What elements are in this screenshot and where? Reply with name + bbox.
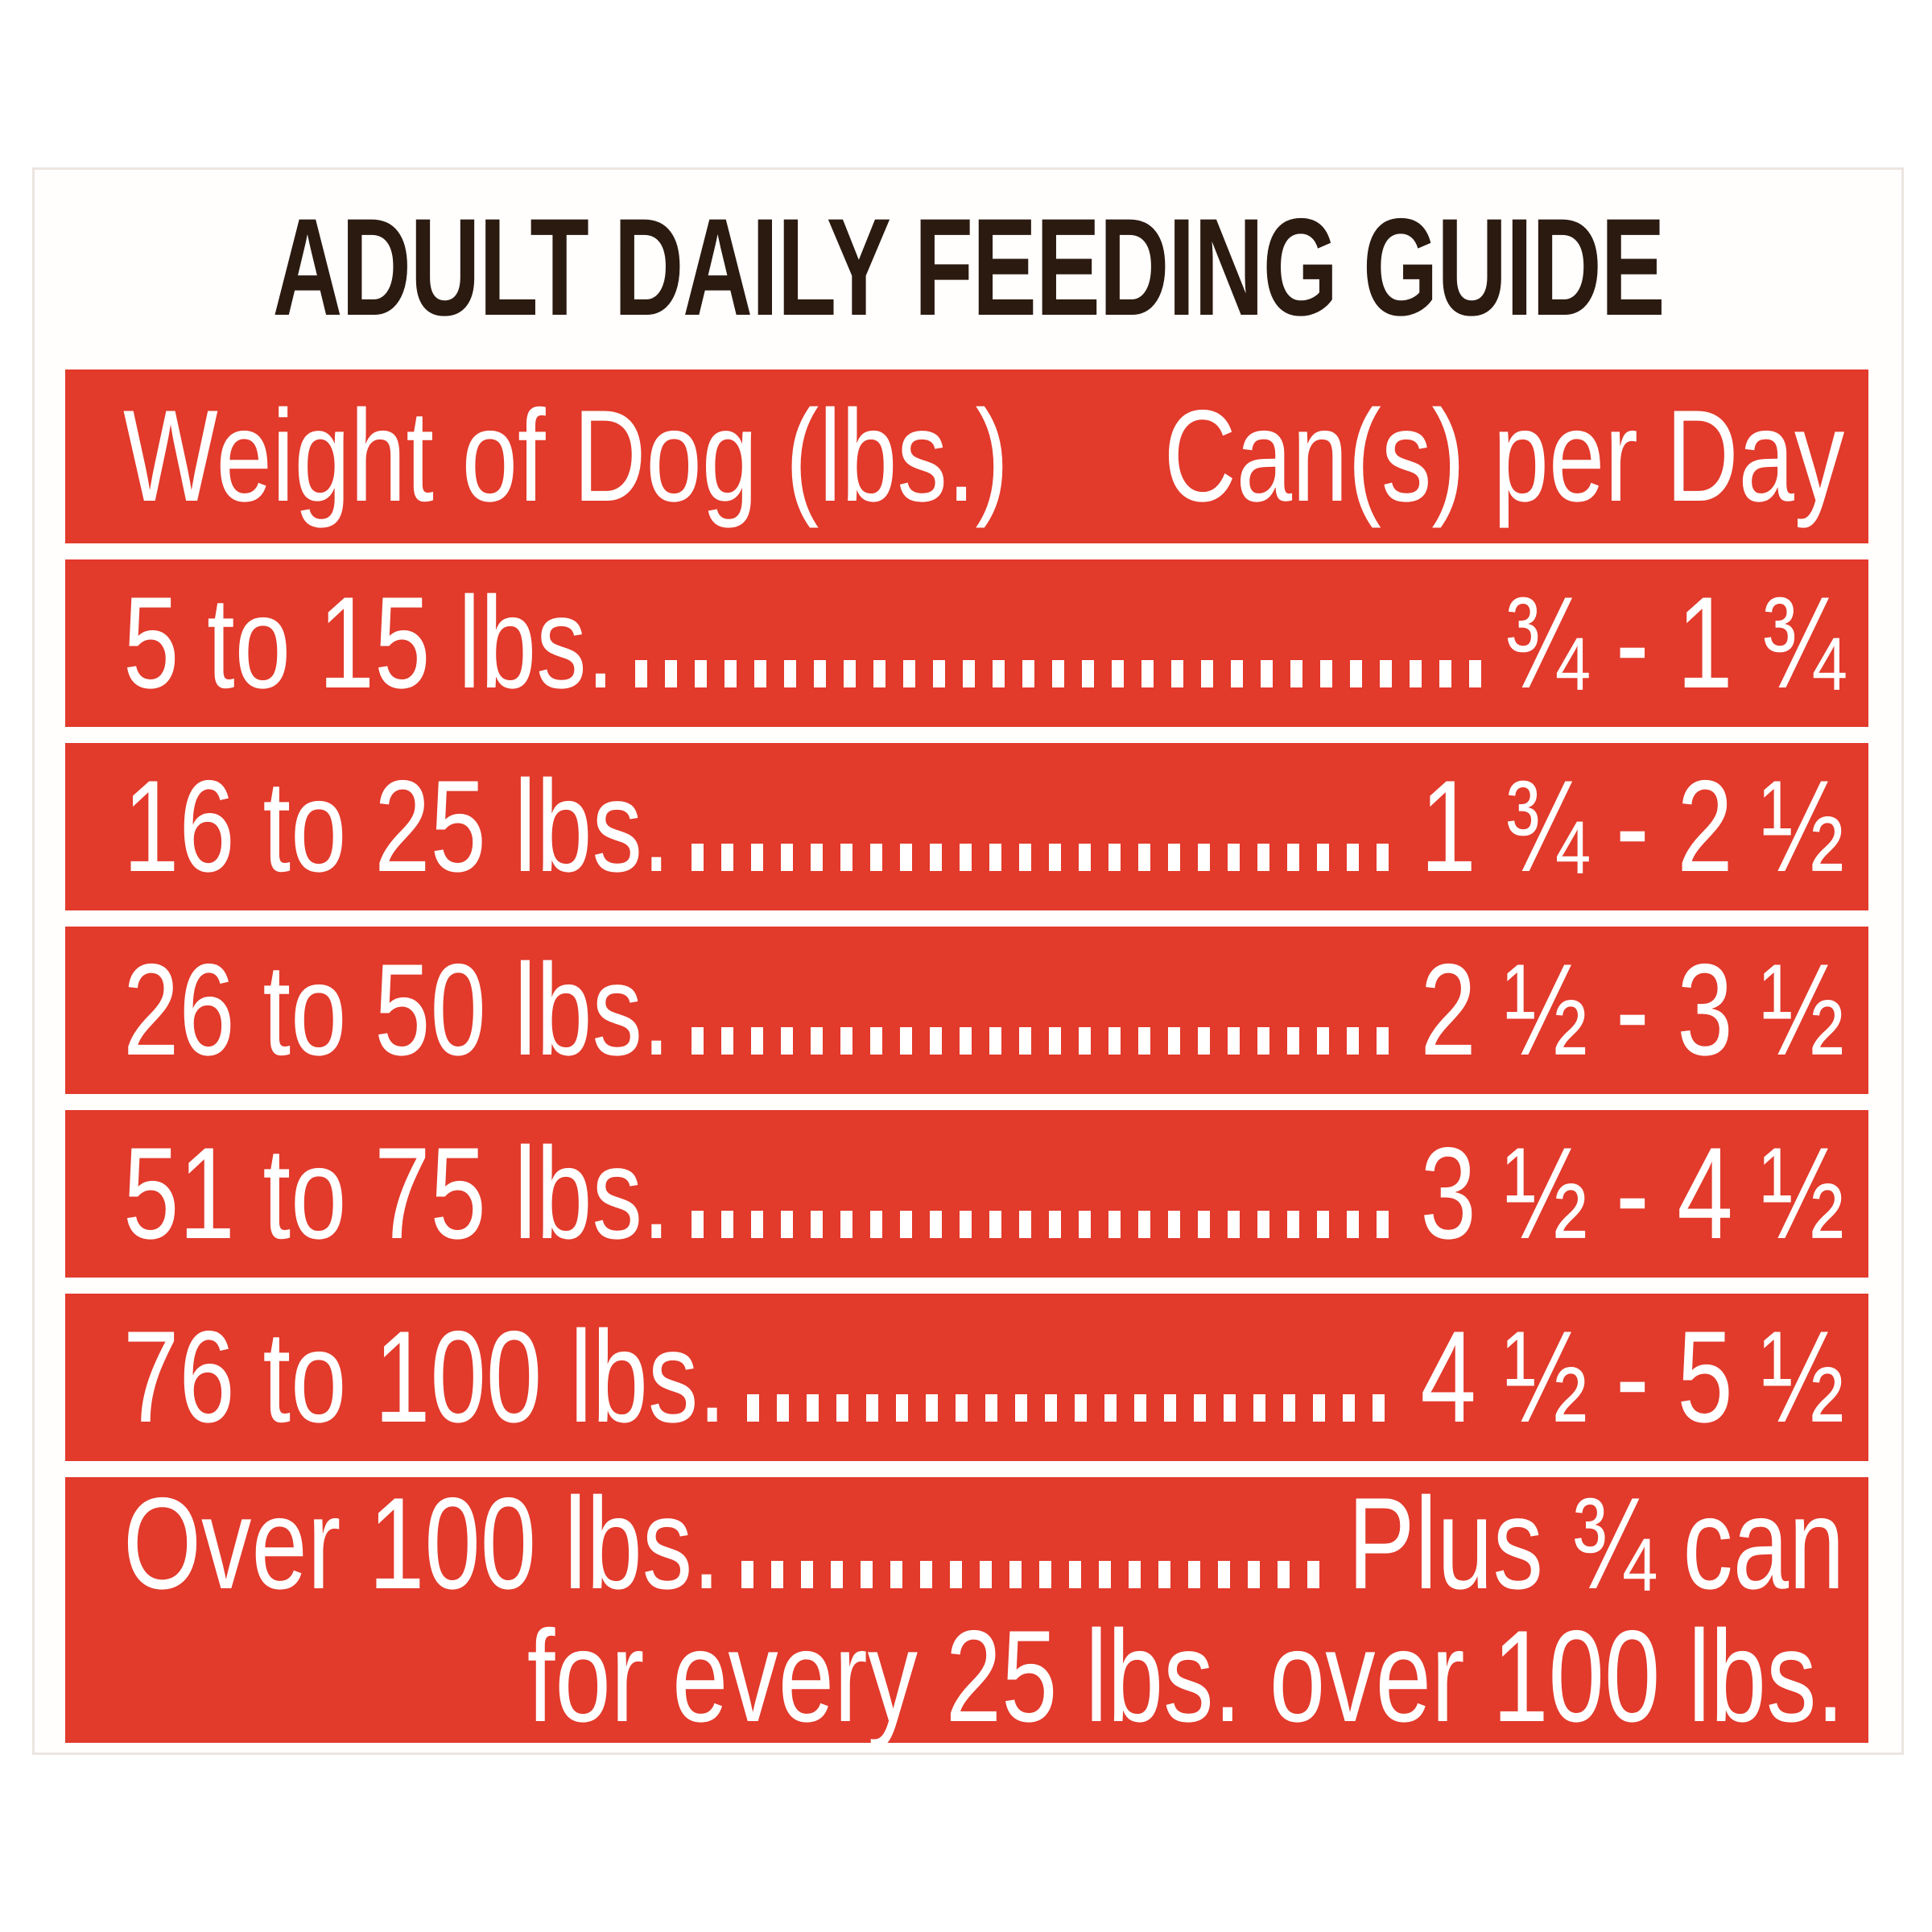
row-weight-label: 51 to 75 lbs.: [123, 1121, 671, 1266]
row-weight-label: 26 to 50 lbs.: [123, 937, 671, 1083]
row-weight-label: Over 100 lbs.: [123, 1471, 720, 1616]
dot-leader: [741, 1561, 1327, 1588]
table-row: 76 to 100 lbs. 4 ½ - 5 ½: [65, 1294, 1868, 1461]
table-row: 16 to 25 lbs. 1 ¾ - 2 ½: [65, 743, 1868, 910]
row-cans-value: ¾ - 1 ¾: [1504, 570, 1844, 716]
guide-title: ADULT DAILY FEEDING GUIDE: [35, 198, 1901, 336]
over-100-line-2: for every 25 lbs. over 100 lbs.: [123, 1610, 1844, 1743]
table-header-band: Weight of Dog (lbs.) Can(s) per Day: [65, 369, 1868, 543]
row-cans-value: 2 ½ - 3 ½: [1420, 937, 1844, 1083]
table-row: 5 to 15 lbs. ¾ - 1 ¾: [65, 559, 1868, 727]
dot-leader: [691, 1027, 1399, 1055]
table-row: 51 to 75 lbs. 3 ½ - 4 ½: [65, 1110, 1868, 1278]
feeding-guide-card: ADULT DAILY FEEDING GUIDE Weight of Dog …: [32, 167, 1904, 1755]
over-100-line-1: Over 100 lbs. Plus ¾ can: [123, 1477, 1844, 1610]
row-cans-value: Plus ¾ can: [1347, 1471, 1844, 1616]
table-row: 26 to 50 lbs. 2 ½ - 3 ½: [65, 927, 1868, 1094]
dot-leader: [635, 660, 1483, 687]
row-cans-value: 4 ½ - 5 ½: [1420, 1304, 1844, 1450]
table-row-over-100: Over 100 lbs. Plus ¾ can for every 25 lb…: [65, 1477, 1868, 1743]
dot-leader: [691, 1211, 1399, 1238]
row-weight-label: 5 to 15 lbs.: [123, 570, 615, 716]
row-weight-label: 16 to 25 lbs.: [123, 753, 671, 899]
header-cans-column-label: Can(s) per Day: [1163, 383, 1844, 529]
row-cans-value: 3 ½ - 4 ½: [1420, 1121, 1844, 1266]
guide-title-text: ADULT DAILY FEEDING GUIDE: [272, 190, 1665, 345]
header-weight-column-label: Weight of Dog (lbs.): [123, 383, 1009, 529]
row-cans-note: for every 25 lbs. over 100 lbs.: [526, 1604, 1844, 1749]
row-cans-value: 1 ¾ - 2 ½: [1420, 753, 1844, 899]
dot-leader: [746, 1394, 1399, 1422]
dot-leader: [691, 844, 1399, 871]
row-weight-label: 76 to 100 lbs.: [123, 1304, 726, 1450]
